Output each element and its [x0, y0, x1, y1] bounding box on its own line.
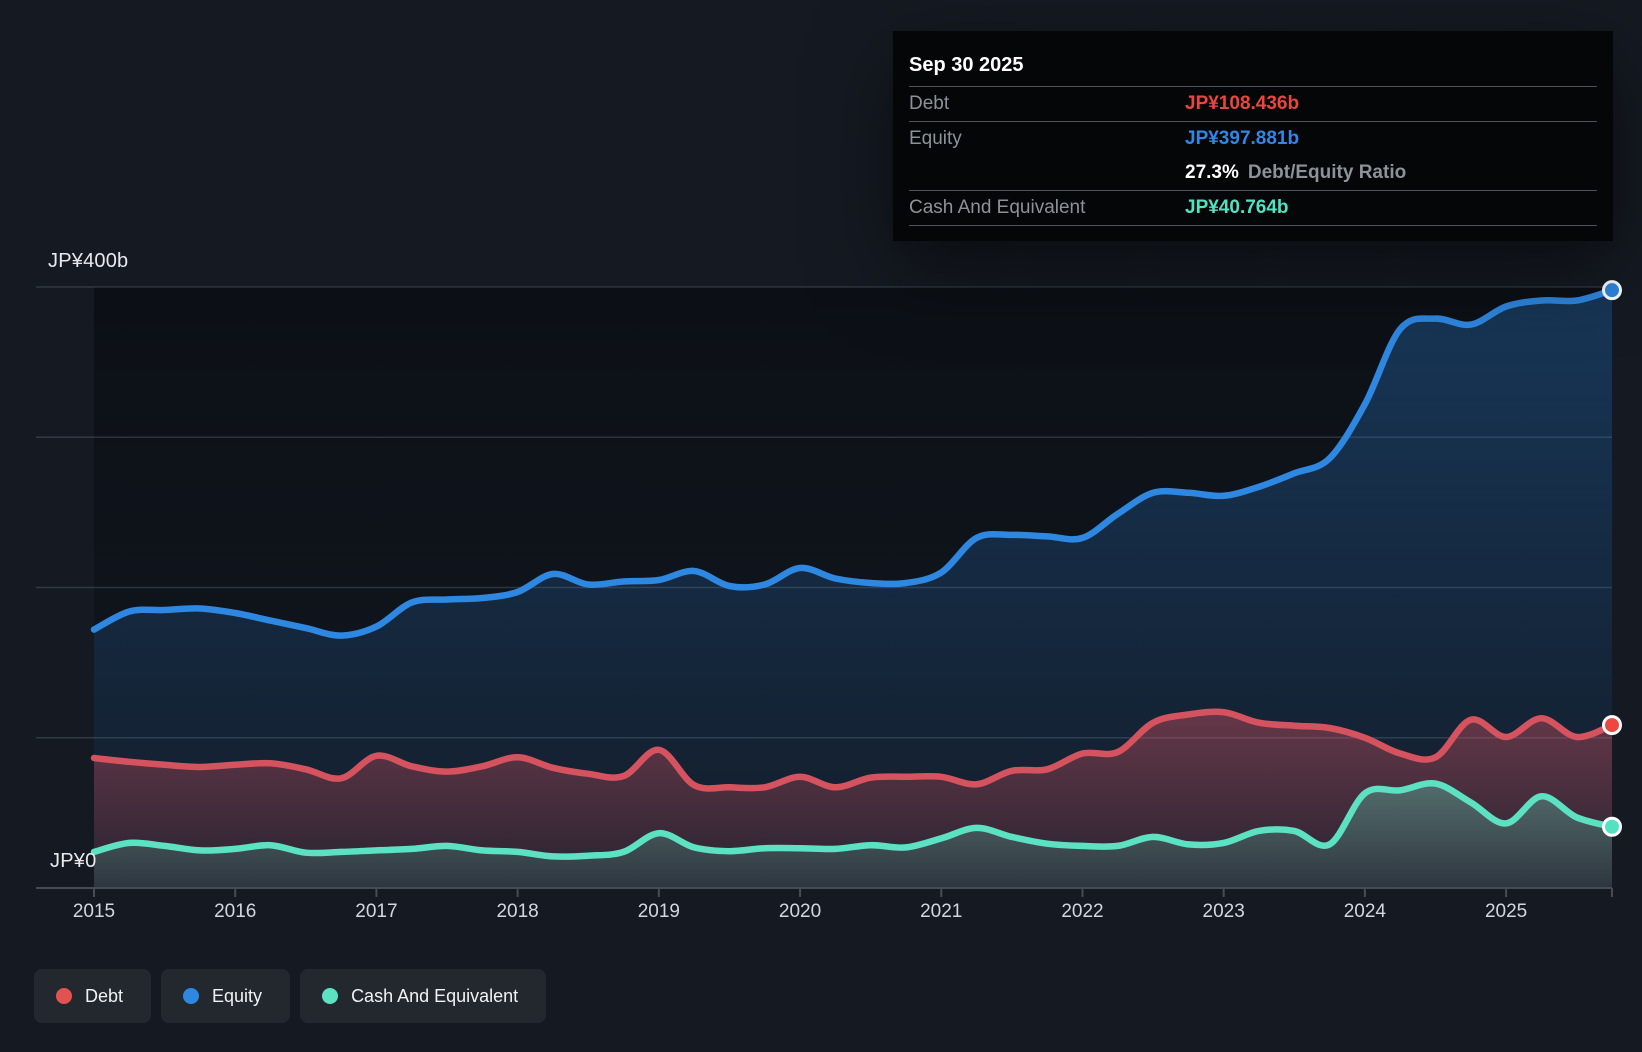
- legend-item-cash[interactable]: Cash And Equivalent: [300, 969, 547, 1023]
- cash-and-equivalent-endpoint-marker[interactable]: [1602, 816, 1622, 837]
- y-axis-max-label: JP¥400b: [48, 250, 129, 272]
- tooltip-row-equity: Equity JP¥397.881b: [909, 122, 1597, 156]
- legend-item-equity[interactable]: Equity: [161, 969, 291, 1023]
- equity-endpoint-marker[interactable]: [1602, 280, 1622, 301]
- tooltip-cash-value: JP¥40.764b: [1185, 197, 1289, 218]
- debt-dot-icon: [56, 988, 72, 1004]
- cash-dot-icon: [322, 988, 339, 1004]
- tooltip-ratio-label: Debt/Equity Ratio: [1247, 162, 1407, 183]
- tooltip-row-cash: Cash And Equivalent JP¥40.764b: [909, 191, 1597, 226]
- equity-dot-icon: [183, 988, 200, 1004]
- tooltip-equity-value: JP¥397.881b: [1185, 128, 1300, 149]
- tooltip-cash-label: Cash And Equivalent: [909, 197, 1086, 218]
- x-tick-label-2024: 2024: [1343, 901, 1387, 922]
- tooltip-debt-label: Debt: [909, 93, 950, 114]
- tooltip-ratio-value: 27.3%: [1185, 162, 1239, 183]
- tooltip-date: Sep 30 2025: [909, 31, 1597, 87]
- chart-legend: Debt Equity Cash And Equivalent: [34, 969, 547, 1023]
- x-tick-label-2019: 2019: [637, 901, 680, 922]
- x-tick-label-2018: 2018: [496, 901, 539, 922]
- x-tick-label-2017: 2017: [355, 901, 398, 922]
- debt-line[interactable]: [90, 708, 1616, 792]
- tooltip-equity-label: Equity: [909, 128, 962, 149]
- legend-debt-label: Debt: [85, 985, 124, 1006]
- y-axis-zero-label: JP¥0: [50, 850, 97, 872]
- x-tick-label-2015: 2015: [72, 901, 116, 922]
- legend-equity-label: Equity: [212, 985, 263, 1006]
- chart-tooltip: Sep 30 2025 Debt JP¥108.436b Equity JP¥3…: [893, 31, 1613, 241]
- cash-and-equivalent-area: [94, 783, 1612, 888]
- equity-line[interactable]: [90, 286, 1616, 639]
- x-tick-label-2025: 2025: [1484, 901, 1528, 922]
- debt-endpoint-marker[interactable]: [1602, 715, 1622, 736]
- tooltip-debt-value: JP¥108.436b: [1185, 93, 1300, 114]
- x-tick-label-2020: 2020: [778, 901, 822, 922]
- tooltip-row-debt: Debt JP¥108.436b: [909, 87, 1597, 122]
- legend-cash-label: Cash And Equivalent: [351, 985, 519, 1006]
- x-tick-label-2022: 2022: [1061, 901, 1104, 922]
- x-tick-label-2021: 2021: [920, 901, 963, 922]
- legend-item-debt[interactable]: Debt: [34, 969, 152, 1023]
- cash-and-equivalent-line[interactable]: [90, 780, 1616, 860]
- x-tick-label-2023: 2023: [1202, 901, 1245, 922]
- x-tick-label-2016: 2016: [214, 901, 257, 922]
- tooltip-row-ratio: 27.3% Debt/Equity Ratio: [909, 156, 1597, 191]
